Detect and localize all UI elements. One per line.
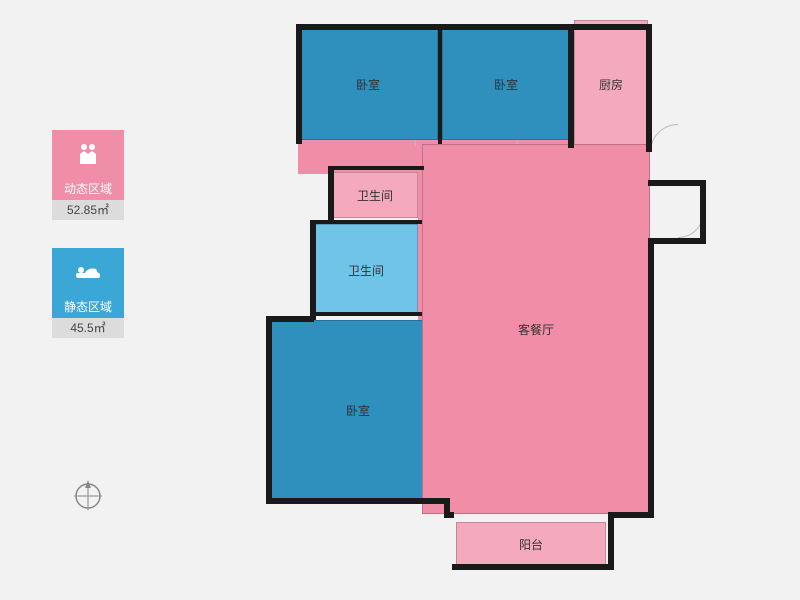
legend-dynamic: 动态区域 52.85㎡ [52,130,124,220]
wall-segment [296,24,652,30]
wall-segment [266,316,314,322]
wall-segment [296,24,302,144]
wall-segment [310,312,422,316]
legend-dynamic-value: 52.85㎡ [52,200,124,220]
wall-segment [438,24,442,144]
legend-dynamic-title: 动态区域 [52,178,124,200]
room-bedroom-bottom: 卧室 [270,320,446,500]
legend-static-value: 45.5㎡ [52,318,124,338]
people-icon [74,140,102,168]
wall-segment [568,24,574,148]
room-label: 厨房 [599,76,623,93]
legend-static-iconbox [52,248,124,296]
room-label: 卧室 [346,402,370,419]
room-living-dining: 客餐厅 [422,144,650,514]
sleep-icon [74,262,102,282]
door-arc [652,186,704,238]
room-bathroom-mid: 卫生间 [314,224,418,316]
legend-static: 静态区域 45.5㎡ [52,248,124,338]
room-label: 卧室 [494,76,518,93]
room-label: 客餐厅 [518,321,554,338]
room-kitchen: 厨房 [574,20,648,148]
floorplan: 卧室卧室厨房卫生间卫生间卧室客餐厅阳台 [270,20,710,580]
wall-segment [648,238,706,244]
wall-segment [648,180,706,186]
wall-segment [608,518,614,568]
compass-icon [72,480,104,512]
wall-segment [328,166,334,224]
room-label: 卧室 [356,76,380,93]
wall-segment [328,166,424,170]
wall-segment [700,180,706,242]
wall-segment [444,512,454,518]
wall-segment [310,220,316,320]
door-arc [650,124,706,180]
wall-segment [452,564,614,570]
room-balcony: 阳台 [456,522,606,566]
room-bedroom-top-left: 卧室 [298,28,438,140]
room-label: 卫生间 [357,187,393,204]
wall-segment [266,498,450,504]
room-label: 卫生间 [348,262,384,279]
wall-segment [310,220,422,224]
room-label: 阳台 [519,536,543,553]
wall-segment [648,238,654,518]
legend: 动态区域 52.85㎡ 静态区域 45.5㎡ [52,130,124,366]
room-bathroom-top: 卫生间 [332,172,418,218]
wall-segment [266,316,272,504]
room-bedroom-top-right: 卧室 [442,28,570,140]
wall-segment [608,512,654,518]
wall-segment [646,24,652,152]
legend-dynamic-iconbox [52,130,124,178]
legend-static-title: 静态区域 [52,296,124,318]
